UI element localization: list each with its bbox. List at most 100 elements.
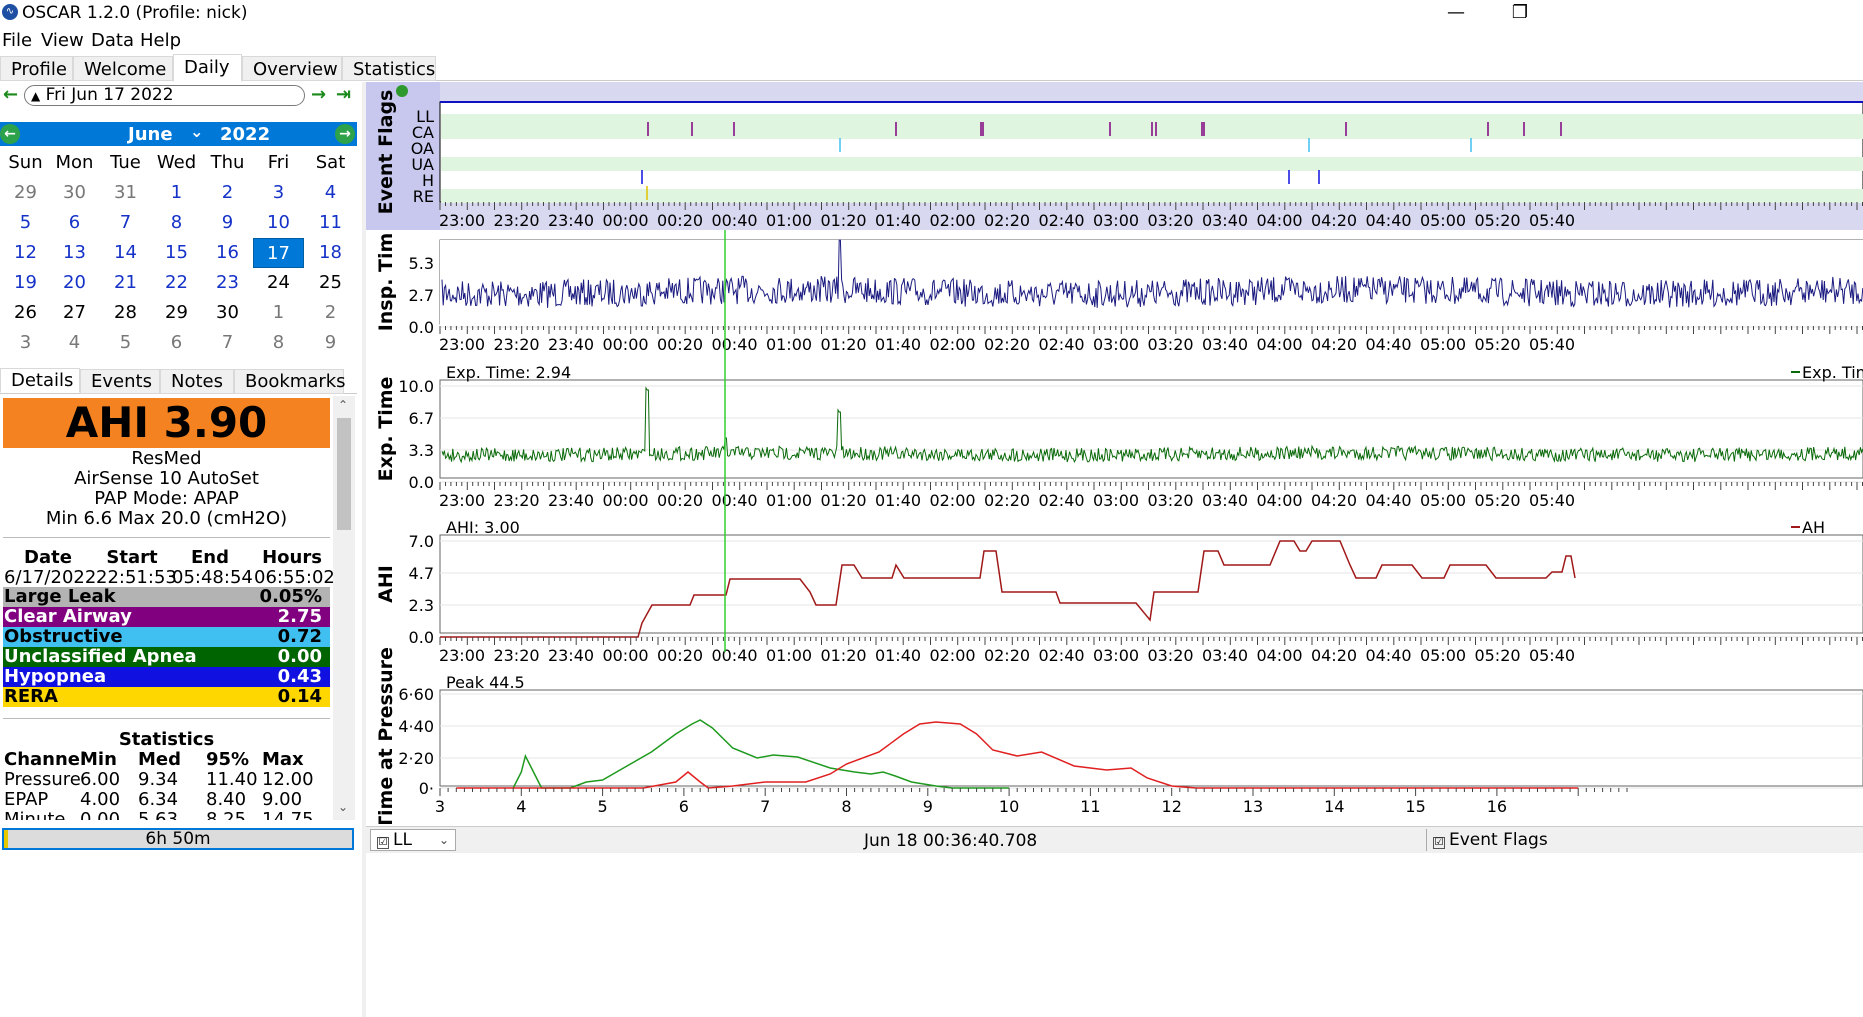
scroll-down-icon[interactable]: ⌄ — [338, 800, 349, 814]
calendar-day[interactable]: 27 — [63, 302, 86, 323]
calendar-day[interactable]: 5 — [119, 332, 132, 353]
ahi-axis-title: AHI — [375, 565, 397, 603]
calendar-day[interactable]: 23 — [216, 272, 239, 293]
event-index-row[interactable]: Large Leak 0.05% — [3, 587, 330, 607]
checkbox-icon[interactable]: ☑ — [377, 837, 389, 849]
calendar-day[interactable]: 29 — [165, 302, 188, 323]
calendar-day[interactable]: 7 — [221, 332, 234, 353]
calendar-day[interactable]: 19 — [14, 272, 37, 293]
calendar-day[interactable]: 12 — [14, 242, 37, 263]
event-index-row[interactable]: Hypopnea 0.43 — [3, 667, 330, 687]
menu-file[interactable]: File — [2, 30, 33, 51]
calendar-day[interactable]: 30 — [63, 182, 86, 203]
calendar-day[interactable]: 28 — [114, 302, 137, 323]
calendar-day[interactable]: 16 — [216, 242, 239, 263]
month-dropdown-icon[interactable]: ⌄ — [190, 122, 204, 141]
tab-events[interactable]: Events — [80, 369, 160, 394]
tab-bookmarks[interactable]: Bookmarks — [234, 369, 346, 394]
stats-cell: 6.00 — [80, 769, 121, 790]
calendar-day[interactable]: 29 — [14, 182, 37, 203]
calendar-day[interactable]: 2 — [324, 302, 337, 323]
last-day-arrow-icon[interactable]: ⇥ — [336, 84, 352, 105]
next-day-arrow-icon[interactable]: → — [311, 84, 327, 105]
previous-day-arrow-icon[interactable]: ← — [3, 84, 19, 105]
time-tick-label: 02:00 — [929, 335, 975, 354]
tab-profile[interactable]: Profile — [0, 56, 73, 81]
calendar-day[interactable]: 9 — [221, 212, 234, 233]
stats-cell: 12.00 — [262, 769, 314, 790]
details-scrollbar[interactable]: ⌃ ⌄ — [333, 396, 355, 820]
calendar-day[interactable]: 10 — [267, 212, 290, 233]
tab-daily[interactable]: Daily — [173, 54, 242, 82]
date-picker-up-icon[interactable]: ▲ — [31, 89, 41, 103]
calendar-day[interactable]: 14 — [114, 242, 137, 263]
calendar-day[interactable]: 15 — [165, 242, 188, 263]
checkbox-icon[interactable]: ☑ — [1433, 837, 1445, 849]
calendar-day[interactable]: 31 — [114, 182, 137, 203]
previous-month-icon[interactable]: ← — [0, 124, 20, 144]
menu-help[interactable]: Help — [140, 30, 182, 51]
calendar-day[interactable]: 17 — [253, 238, 304, 268]
calendar-day[interactable]: 1 — [272, 302, 285, 323]
date-picker[interactable]: ▲ Fri Jun 17 2022 — [24, 85, 305, 106]
calendar-week: 3 4 5 6 7 8 9 — [0, 328, 357, 358]
calendar-day[interactable]: 8 — [170, 212, 183, 233]
calendar-day[interactable]: 22 — [165, 272, 188, 293]
event-channel-combo[interactable]: ☑ LL ⌄ — [370, 829, 456, 851]
cursor-timestamp: Jun 18 00:36:40.708 — [864, 831, 1038, 851]
event-flags-toggle[interactable]: ☑ Event Flags — [1426, 829, 1566, 851]
pane-splitter[interactable] — [362, 82, 366, 1017]
tab-notes[interactable]: Notes — [160, 369, 234, 394]
calendar-day[interactable]: 18 — [319, 242, 342, 263]
time-axis-ticks — [439, 202, 1863, 210]
menu-data[interactable]: Data — [91, 30, 134, 51]
calendar-day[interactable]: 24 — [267, 272, 290, 293]
pap-mode: PAP Mode: APAP — [94, 488, 239, 509]
scrollbar-thumb[interactable] — [337, 418, 351, 530]
event-value: 0.14 — [277, 686, 322, 707]
calendar-day[interactable]: 5 — [19, 212, 32, 233]
calendar-day[interactable]: 6 — [68, 212, 81, 233]
calendar-day[interactable]: 1 — [170, 182, 183, 203]
event-index-row[interactable]: RERA 0.14 — [3, 687, 330, 707]
calendar-day[interactable]: 4 — [68, 332, 81, 353]
calendar-month[interactable]: June — [128, 124, 173, 145]
calendar-day[interactable]: 26 — [14, 302, 37, 323]
chevron-down-icon[interactable]: ⌄ — [438, 833, 449, 847]
minimize-button[interactable]: — — [1447, 2, 1465, 23]
calendar-day[interactable]: 25 — [319, 272, 342, 293]
time-tick-label: 05:20 — [1474, 646, 1520, 665]
session-duration-bar[interactable]: 6h 50m — [2, 828, 354, 850]
scroll-up-icon[interactable]: ⌃ — [338, 398, 349, 412]
event-index-row[interactable]: Obstructive 0.72 — [3, 627, 330, 647]
restore-button[interactable]: ❐ — [1511, 2, 1529, 23]
time-tick-label: 01:00 — [766, 335, 812, 354]
calendar-day[interactable]: 9 — [324, 332, 337, 353]
tab-overview[interactable]: Overview — [242, 56, 342, 81]
calendar-day[interactable]: 30 — [216, 302, 239, 323]
event-index-row[interactable]: Clear Airway 2.75 — [3, 607, 330, 627]
menu-view[interactable]: View — [41, 30, 84, 51]
calendar-day[interactable]: 21 — [114, 272, 137, 293]
calendar-day[interactable]: 3 — [19, 332, 32, 353]
calendar-day[interactable]: 2 — [221, 182, 234, 203]
tab-welcome[interactable]: Welcome — [73, 56, 173, 81]
calendar-day[interactable]: 4 — [324, 182, 337, 203]
calendar-day[interactable]: 7 — [119, 212, 132, 233]
time_at_pressure-y-tick: 2·20 — [398, 749, 434, 768]
tab-statistics[interactable]: Statistics — [342, 56, 436, 81]
calendar-day[interactable]: 13 — [63, 242, 86, 263]
calendar-day[interactable]: 6 — [170, 332, 183, 353]
calendar-day[interactable]: 11 — [319, 212, 342, 233]
calendar-year[interactable]: 2022 — [220, 124, 271, 145]
calendar-day[interactable]: 3 — [272, 182, 285, 203]
time-tick-label: 05:00 — [1420, 335, 1466, 354]
event-index-row[interactable]: Unclassified Apnea 0.00 — [3, 647, 330, 667]
calendar-day[interactable]: 8 — [272, 332, 285, 353]
calendar-week: 19 20 21 22 23 24 25 — [0, 268, 357, 298]
next-month-icon[interactable]: → — [335, 124, 355, 144]
stats-header: Med — [138, 749, 182, 770]
tab-details[interactable]: Details — [0, 368, 80, 393]
calendar-day[interactable]: 20 — [63, 272, 86, 293]
